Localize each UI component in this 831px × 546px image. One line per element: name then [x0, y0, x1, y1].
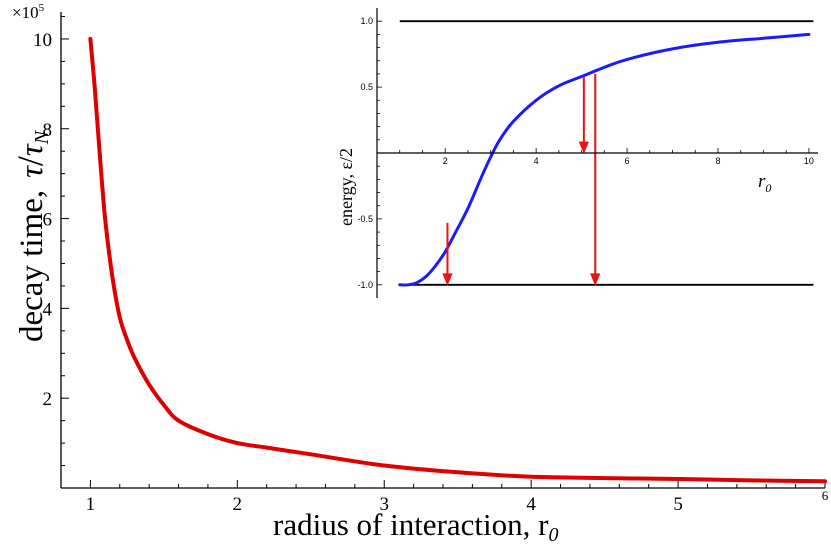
- main-tick-labels: 1 2 3 4 5 6 2 4 6 8 10: [33, 30, 829, 515]
- main-y-tick-label: 4: [43, 299, 53, 320]
- inset-y-tick-label: -0.5: [357, 214, 373, 224]
- main-y-tick-label: 8: [43, 120, 53, 141]
- inset-reference-lines: [399, 20, 814, 286]
- inset-tick-labels: 2 4 6 8 10 -1.0 -0.5 0.5 1.0: [357, 16, 813, 290]
- main-y-tick-label: 10: [33, 30, 52, 51]
- inset-x-axis-label: r0: [758, 171, 771, 195]
- inset-curve-layer: [398, 32, 811, 287]
- inset-x-tick-label: 2: [443, 156, 448, 166]
- inset-y-tick-label: 1.0: [360, 16, 373, 26]
- main-x-tick-label: 6: [822, 488, 829, 503]
- inset-y-axis-label: energy, ε/2: [336, 148, 356, 226]
- transition-arrow-head: [590, 273, 601, 286]
- decay-time-curve: [88, 36, 827, 484]
- inset-arrows: [442, 73, 601, 286]
- inset-x-tick-label: 8: [715, 156, 720, 166]
- main-curve-layer: [88, 36, 827, 484]
- main-y-axis-label: decay time,τ/τN: [10, 129, 53, 342]
- main-axes: [60, 12, 825, 489]
- inset-y-tick-label: 0.5: [360, 82, 373, 92]
- energy-curve: [398, 32, 811, 287]
- inset-energy-chart: 2 4 6 8 10 -1.0 -0.5 0.5 1.0 energy, ε/2 r0: [336, 6, 826, 298]
- inset-x-tick-label: 6: [625, 156, 630, 166]
- main-y-tick-label: 2: [43, 389, 53, 410]
- main-y-tick-label: 6: [43, 210, 53, 231]
- y-multiplier-label: ×105: [12, 2, 45, 22]
- transition-arrow-head: [578, 141, 589, 155]
- main-axis-ticks: [61, 15, 826, 488]
- main-x-tick-label: 2: [233, 494, 243, 515]
- main-x-tick-label: 5: [673, 494, 683, 515]
- main-x-tick-label: 3: [379, 494, 389, 515]
- main-x-tick-label: 4: [526, 494, 536, 515]
- inset-x-tick-label: 4: [534, 156, 539, 166]
- inset-x-tick-label: 10: [804, 156, 814, 166]
- transition-arrow-head: [442, 273, 453, 286]
- main-x-axis-label: radius of interaction, r0: [273, 507, 558, 546]
- inset-background: [346, 6, 826, 298]
- inset-axes: [376, 8, 818, 298]
- inset-y-tick-label: -1.0: [357, 280, 373, 290]
- main-x-tick-label: 1: [86, 494, 96, 515]
